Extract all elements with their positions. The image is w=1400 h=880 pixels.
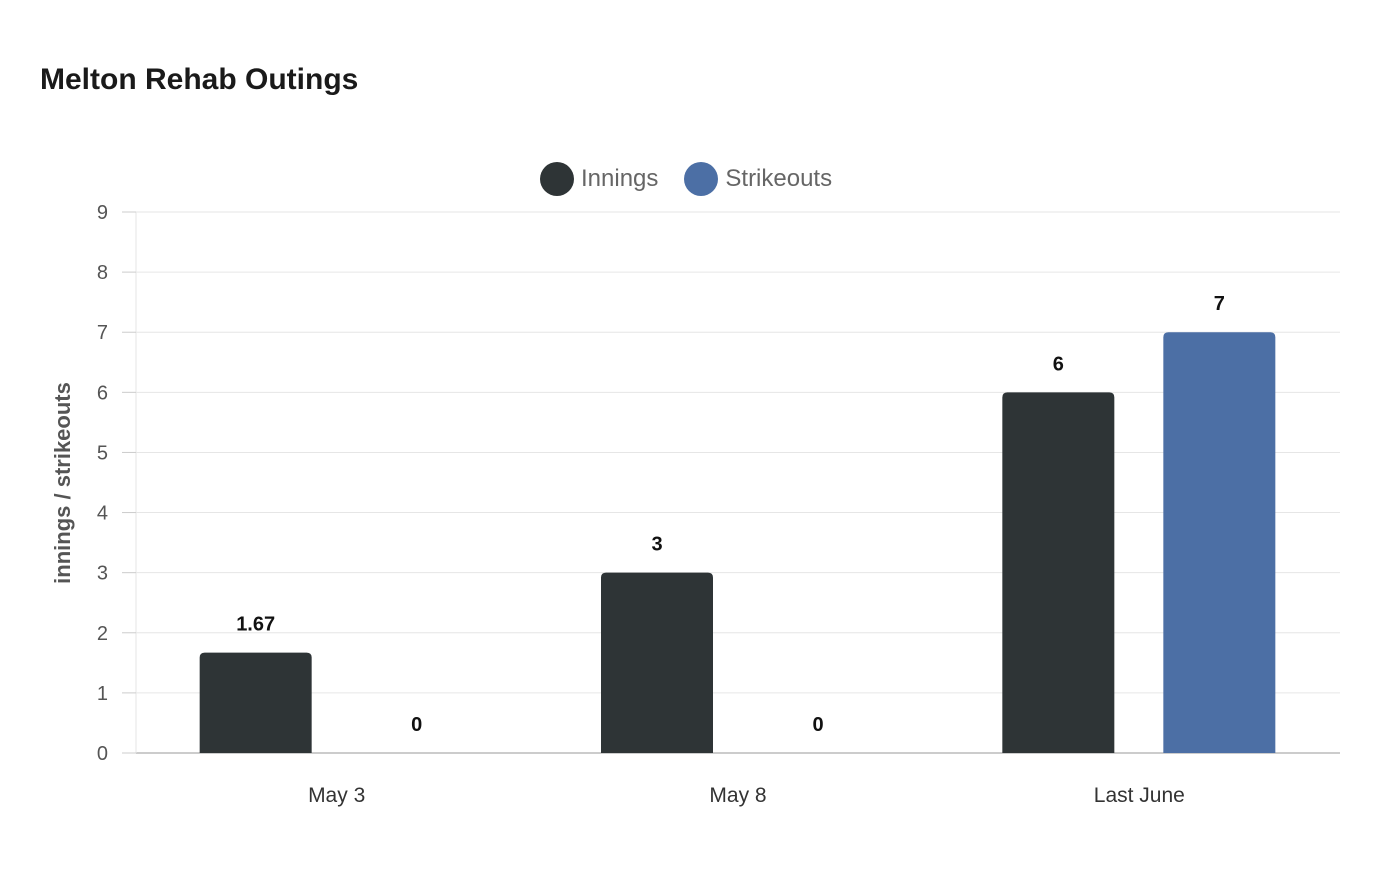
legend-swatch-innings [540, 162, 574, 196]
data-label-innings-2: 3 [651, 534, 662, 556]
legend-swatch-strikeouts [684, 162, 719, 196]
bars [199, 332, 1276, 753]
legend-item-innings[interactable]: Innings [540, 162, 658, 196]
y-tick-label: 9 [97, 202, 108, 224]
data-label-innings-1: 1.67 [236, 614, 275, 636]
chart-title: Melton Rehab Outings [40, 63, 359, 96]
y-axis-title: innings / strikeouts [50, 382, 75, 584]
bar-innings-1 [199, 652, 312, 753]
bar-strikeouts-3 [1163, 332, 1276, 753]
data-label-strikeouts-3: 7 [1214, 293, 1225, 315]
data-label-innings-3: 6 [1053, 353, 1064, 375]
y-tick-label: 8 [97, 262, 108, 284]
bar-innings-3 [1002, 392, 1115, 753]
x-tick-label: Last June [1094, 784, 1185, 807]
y-tick-label: 6 [97, 382, 108, 404]
legend-item-strikeouts[interactable]: Strikeouts [684, 162, 832, 196]
data-label-strikeouts-2: 0 [812, 714, 823, 736]
gridlines [135, 211, 1340, 754]
legend-label-strikeouts: Strikeouts [725, 165, 833, 192]
bar-innings-2 [601, 572, 713, 753]
legend-label-innings: Innings [581, 165, 659, 192]
y-tick-label: 7 [97, 322, 108, 344]
y-tick-label: 1 [97, 683, 108, 705]
y-tick-label: 2 [97, 623, 108, 645]
x-axis-ticks: May 3 May 8 Last June [308, 784, 1185, 807]
y-tick-label: 5 [97, 442, 108, 464]
x-tick-label: May 3 [308, 784, 365, 807]
y-tick-label: 4 [97, 503, 108, 525]
x-tick-label: May 8 [709, 784, 766, 807]
data-label-strikeouts-1: 0 [411, 714, 422, 736]
y-axis-ticks: 0 1 2 3 4 5 6 7 8 9 [97, 202, 136, 765]
y-tick-label: 3 [97, 563, 108, 585]
legend: Innings Strikeouts [540, 162, 858, 196]
data-labels: 1.67 0 3 0 6 7 [236, 293, 1225, 736]
y-tick-label: 0 [97, 743, 108, 765]
